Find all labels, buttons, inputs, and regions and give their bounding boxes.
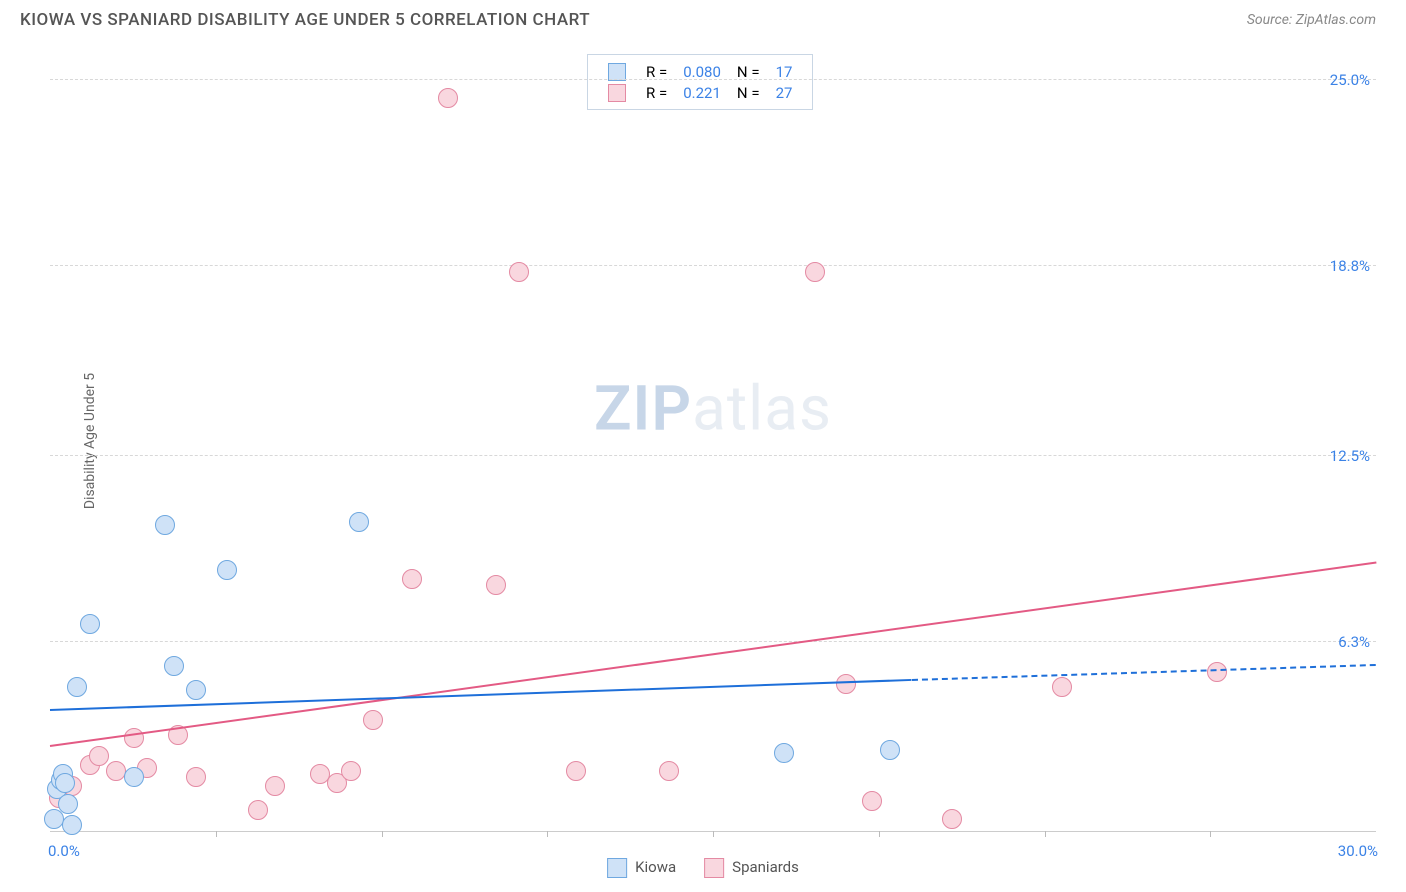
- point-kiowa: [164, 656, 184, 676]
- point-spaniards: [402, 569, 422, 589]
- point-kiowa: [217, 560, 237, 580]
- point-spaniards: [659, 761, 679, 781]
- grid-line: [50, 265, 1376, 266]
- watermark: ZIPatlas: [594, 373, 832, 446]
- trend-line-dashed: [912, 664, 1376, 681]
- point-spaniards: [248, 800, 268, 820]
- y-tick: 6.3%: [1338, 633, 1370, 651]
- stats-r-value: 0.221: [675, 82, 729, 103]
- legend-swatch-spaniards: [704, 858, 724, 878]
- point-kiowa: [124, 767, 144, 787]
- point-spaniards: [124, 728, 144, 748]
- point-spaniards: [805, 262, 825, 282]
- point-kiowa: [155, 515, 175, 535]
- point-spaniards: [438, 88, 458, 108]
- x-tick-mark: [216, 831, 217, 837]
- y-tick: 25.0%: [1330, 71, 1370, 89]
- point-spaniards: [509, 262, 529, 282]
- point-spaniards: [186, 767, 206, 787]
- grid-line: [50, 455, 1376, 456]
- legend-item-spaniards: Spaniards: [704, 858, 799, 878]
- legend-swatch-kiowa: [607, 858, 627, 878]
- point-spaniards: [486, 575, 506, 595]
- x-tick-mark: [879, 831, 880, 837]
- plot-region: ZIPatlas R =0.080N =17R =0.221N =27 6.3%…: [50, 50, 1376, 832]
- chart-title: KIOWA VS SPANIARD DISABILITY AGE UNDER 5…: [20, 10, 590, 30]
- point-kiowa: [80, 614, 100, 634]
- point-spaniards: [836, 674, 856, 694]
- point-spaniards: [363, 710, 383, 730]
- point-spaniards: [1207, 662, 1227, 682]
- y-tick: 18.8%: [1330, 257, 1370, 275]
- stats-r-label: R =: [638, 82, 675, 103]
- x-tick-mark: [713, 831, 714, 837]
- x-tick-mark: [382, 831, 383, 837]
- point-spaniards: [89, 746, 109, 766]
- legend-item-kiowa: Kiowa: [607, 858, 676, 878]
- point-kiowa: [349, 512, 369, 532]
- chart-area: Disability Age Under 5 ZIPatlas R =0.080…: [50, 50, 1376, 832]
- x-tick-mark: [1210, 831, 1211, 837]
- point-kiowa: [880, 740, 900, 760]
- x-tick-mark: [547, 831, 548, 837]
- point-kiowa: [186, 680, 206, 700]
- point-kiowa: [62, 815, 82, 835]
- point-spaniards: [862, 791, 882, 811]
- series-legend: Kiowa Spaniards: [607, 858, 799, 878]
- source-label: Source: ZipAtlas.com: [1247, 12, 1376, 28]
- point-kiowa: [58, 794, 78, 814]
- point-kiowa: [67, 677, 87, 697]
- stats-legend: R =0.080N =17R =0.221N =27: [587, 54, 813, 110]
- point-kiowa: [774, 743, 794, 763]
- point-spaniards: [341, 761, 361, 781]
- trend-line: [50, 679, 912, 711]
- x-tick-mark: [1045, 831, 1046, 837]
- stats-n-value: 27: [768, 82, 801, 103]
- point-spaniards: [265, 776, 285, 796]
- stats-swatch: [608, 84, 626, 102]
- point-spaniards: [566, 761, 586, 781]
- y-tick: 12.5%: [1330, 447, 1370, 465]
- point-spaniards: [942, 809, 962, 829]
- point-kiowa: [55, 773, 75, 793]
- stats-n-label: N =: [729, 82, 768, 103]
- grid-line: [50, 641, 1376, 642]
- point-spaniards: [1052, 677, 1072, 697]
- grid-line: [50, 79, 1376, 80]
- x-tick-left: 0.0%: [48, 842, 80, 860]
- trend-line: [50, 561, 1376, 746]
- x-tick-right: 30.0%: [1338, 842, 1378, 860]
